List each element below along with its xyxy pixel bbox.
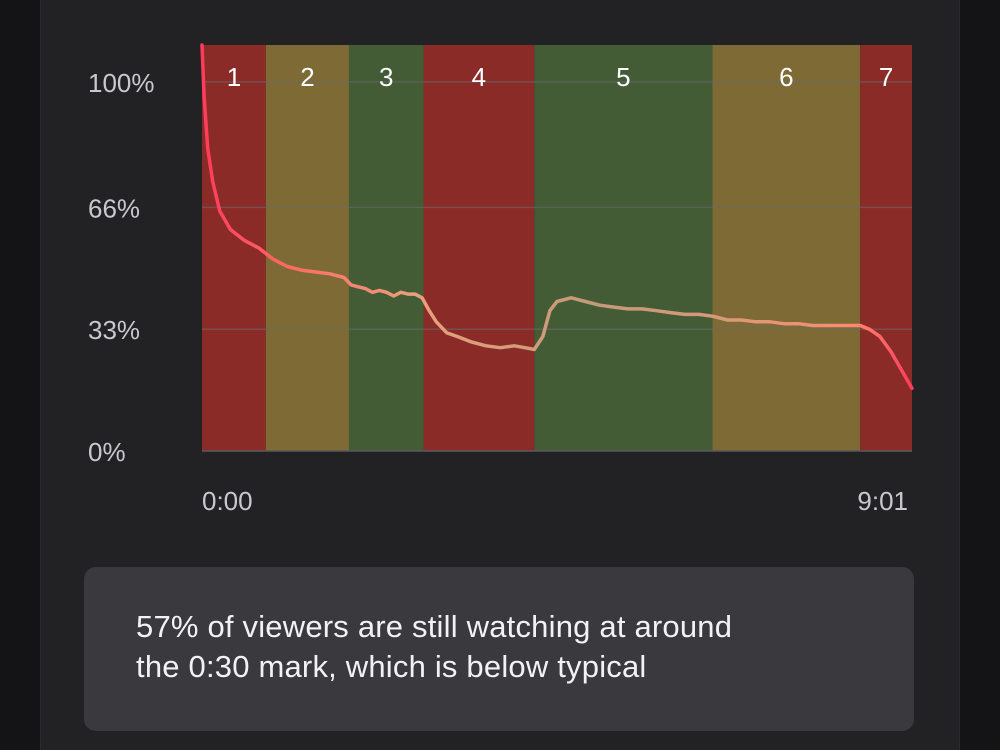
- y-tick-label: 100%: [88, 68, 155, 98]
- segment-label-7: 7: [879, 62, 893, 92]
- y-tick-label: 66%: [88, 193, 140, 223]
- segment-band-5: [534, 45, 713, 451]
- insight-line-2: the 0:30 mark, which is below typical: [136, 649, 647, 684]
- segment-label-6: 6: [779, 62, 793, 92]
- y-tick-label: 33%: [88, 315, 140, 345]
- retention-line: [200, 43, 914, 391]
- x-tick-label-end: 9:01: [857, 486, 908, 516]
- insight-card: 57% of viewers are still watching at aro…: [84, 567, 914, 731]
- segment-band-7: [860, 45, 912, 451]
- segment-band-2: [265, 45, 349, 451]
- segment-label-4: 4: [472, 62, 486, 92]
- insight-line-1: 57% of viewers are still watching at aro…: [136, 609, 733, 644]
- segment-label-1: 1: [227, 62, 241, 92]
- segment-band-6: [712, 45, 861, 451]
- segment-band-3: [348, 45, 424, 451]
- retention-chart: 100% 66% 33% 0% 0:00 9:01 1 2 3 4 5 6 7: [88, 43, 914, 516]
- segment-band-4: [423, 45, 535, 451]
- segment-label-5: 5: [616, 62, 630, 92]
- insight-text: 57% of viewers are still watching at aro…: [136, 607, 862, 687]
- segment-label-3: 3: [379, 62, 393, 92]
- retention-chart-svg: 100% 66% 33% 0% 0:00 9:01 1 2 3 4 5 6 7: [88, 43, 914, 516]
- segment-label-2: 2: [300, 62, 314, 92]
- y-tick-label: 0%: [88, 437, 126, 467]
- x-tick-label-start: 0:00: [202, 486, 253, 516]
